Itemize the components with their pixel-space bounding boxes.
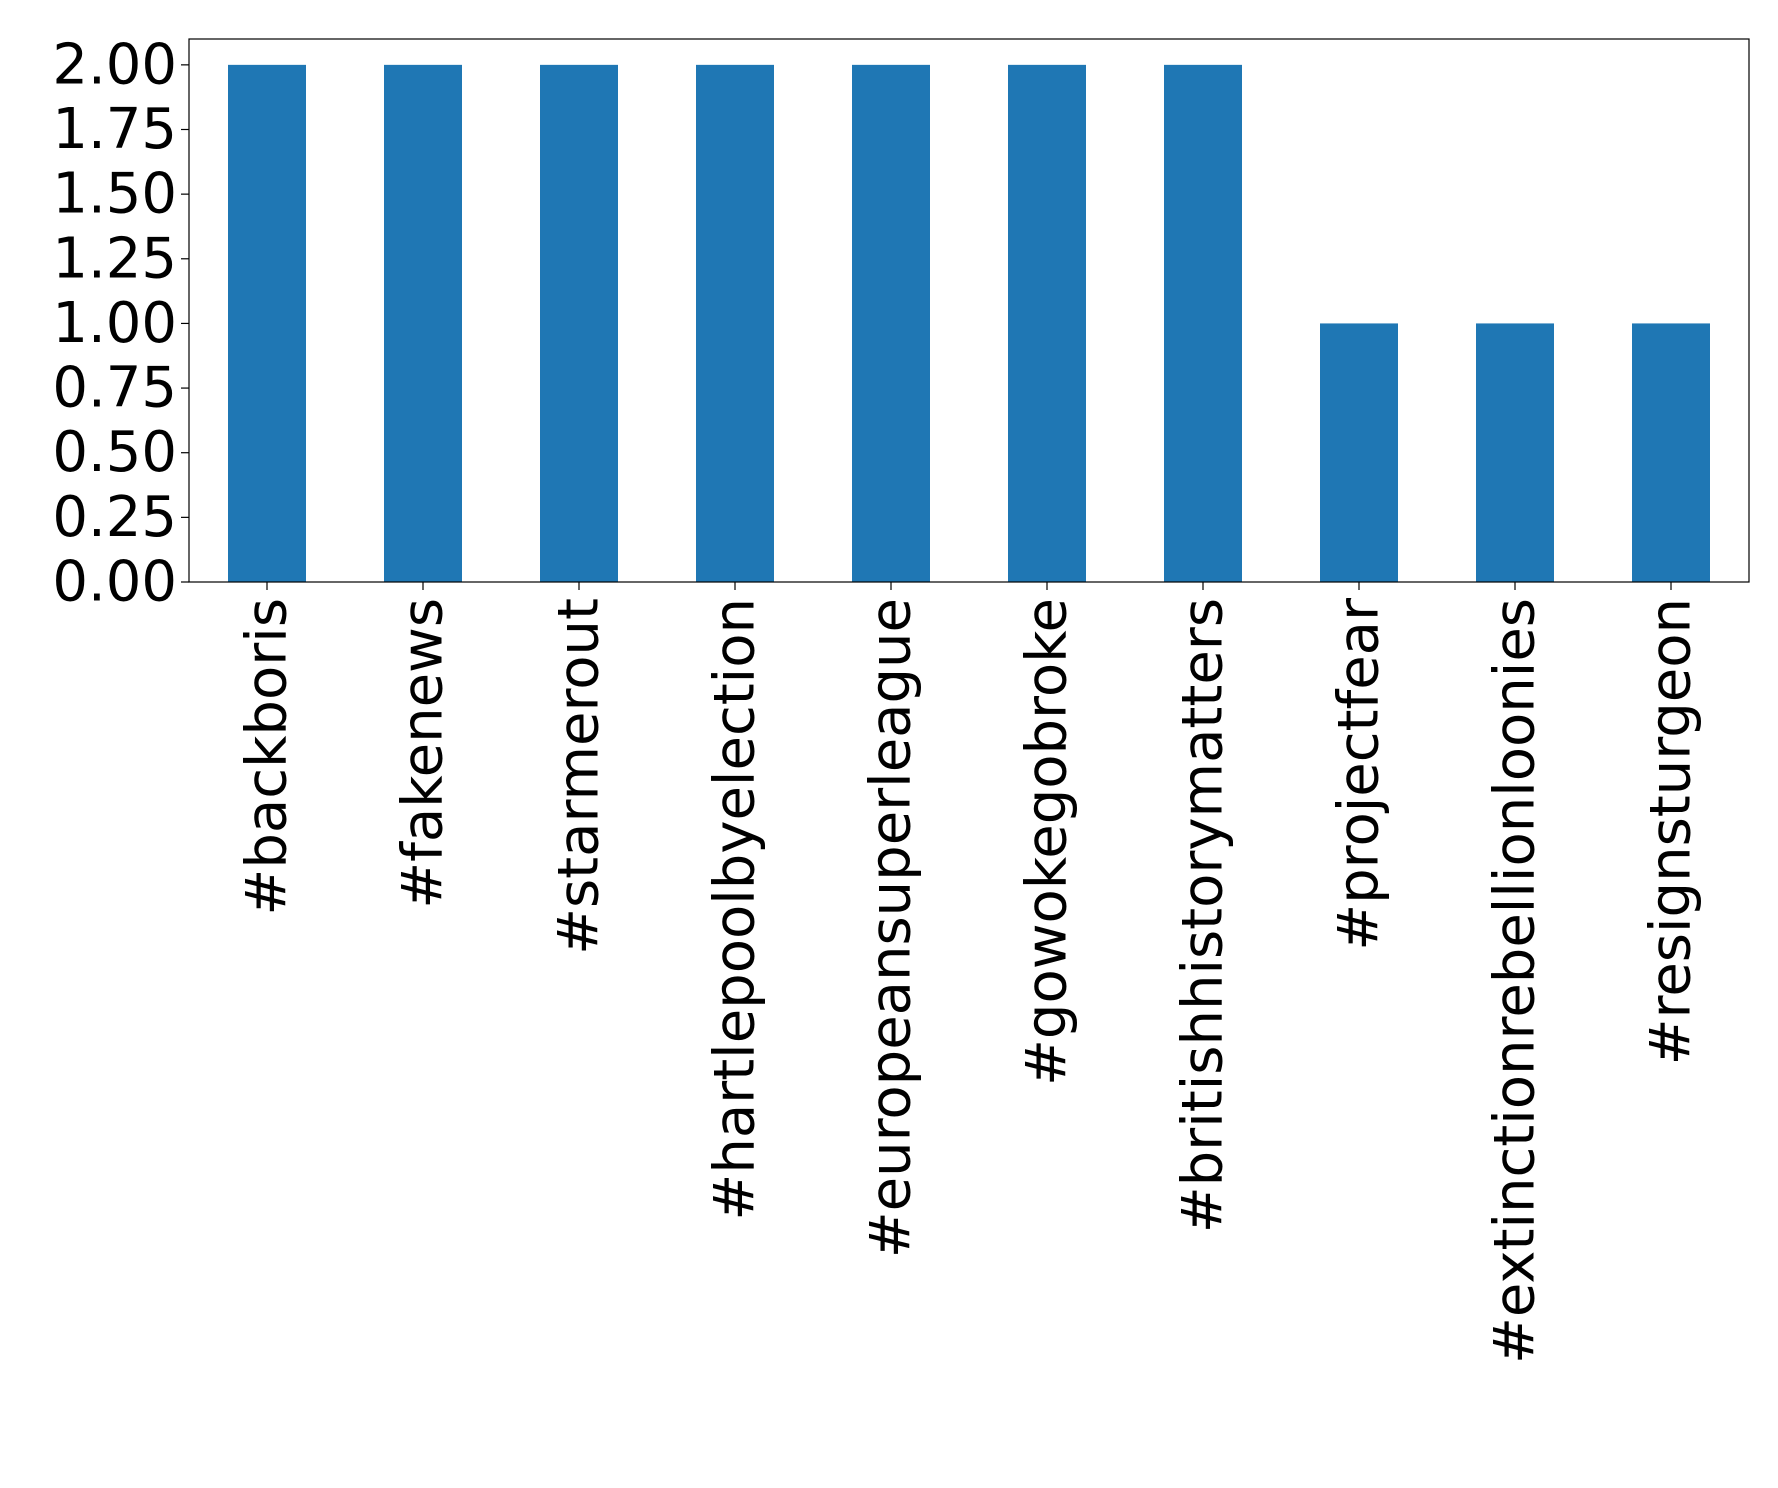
x-axis: #backboris #fakenews #starmerout #hartlepoo… bbox=[235, 582, 1704, 1364]
y-tick-label: 0.75 bbox=[52, 356, 177, 421]
y-tick-label: 0.00 bbox=[52, 550, 177, 615]
y-axis: 0.000.250.500.751.001.251.501.752.00 bbox=[52, 32, 189, 615]
y-tick-label: 0.50 bbox=[52, 420, 177, 485]
bar-britishhistorymatters bbox=[1164, 64, 1242, 583]
bar-backboris bbox=[228, 64, 306, 583]
y-tick-label: 1.50 bbox=[52, 162, 177, 227]
y-tick-label: 0.25 bbox=[52, 485, 177, 550]
bar-extinctionrebellionloonies bbox=[1476, 323, 1554, 582]
x-tick-label: #britishhistorymatters bbox=[1171, 598, 1236, 1233]
x-tick-label: #starmerout bbox=[547, 598, 612, 955]
y-tick-label: 1.25 bbox=[52, 226, 177, 291]
x-tick-label: #backboris bbox=[235, 598, 300, 916]
x-tick-label: #projectfear bbox=[1327, 597, 1392, 951]
bar-hartlepoolbyelection bbox=[696, 64, 774, 583]
x-tick-label: #hartlepoolbyelection bbox=[703, 598, 768, 1221]
plot-frame bbox=[188, 38, 1750, 583]
x-tick-label: #europeansuperleague bbox=[859, 598, 924, 1258]
y-tick-label: 2.00 bbox=[52, 32, 177, 97]
y-tick-label: 1.75 bbox=[52, 97, 177, 162]
bar-starmerout bbox=[540, 64, 618, 583]
bar-resignsturgeon bbox=[1632, 323, 1710, 582]
bar-fakenews bbox=[384, 64, 462, 583]
bar-gowokegobroke bbox=[1008, 64, 1086, 583]
x-tick-label: #extinctionrebellionloonies bbox=[1483, 598, 1548, 1364]
bars-group bbox=[228, 64, 1710, 583]
x-tick-label: #fakenews bbox=[391, 598, 456, 909]
x-tick-label: #resignsturgeon bbox=[1639, 598, 1704, 1065]
bar-projectfear bbox=[1320, 323, 1398, 582]
bar-europeansuperleague bbox=[852, 64, 930, 583]
x-tick-label: #gowokegobroke bbox=[1015, 598, 1080, 1086]
y-tick-label: 1.00 bbox=[52, 291, 177, 356]
